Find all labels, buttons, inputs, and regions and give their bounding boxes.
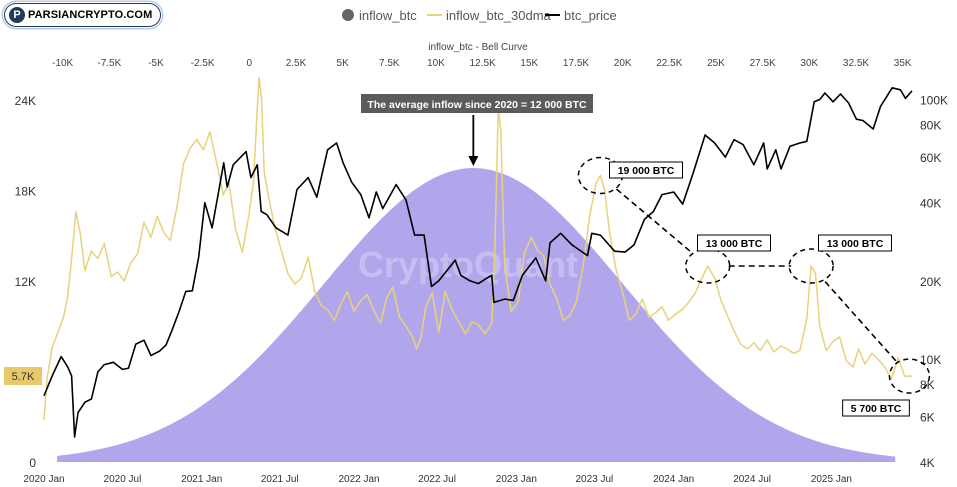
top-axis-tick-7: 7.5K xyxy=(379,58,400,69)
callouts: 19 000 BTC 13 000 BTC 13 000 BTC 5 700 BTC xyxy=(577,156,931,417)
top-axis-tick-11: 17.5K xyxy=(563,58,589,69)
right-axis-tick-7: 80K xyxy=(920,119,941,133)
top-axis-tick-3: -2.5K xyxy=(191,58,215,69)
legend-label-0: inflow_btc xyxy=(359,8,417,23)
callout-circle-3 xyxy=(888,358,931,394)
right-axis-tick-4: 20K xyxy=(920,275,941,289)
left-axis: 06K12K18K24K xyxy=(15,94,37,470)
bottom-axis: 2020 Jan 2020 Jul 2021 Jan 2021 Jul 2022 Jan… xyxy=(23,474,852,485)
callout-label-1: 13 000 BTC xyxy=(706,238,763,250)
current-value-badge xyxy=(4,367,42,386)
brand-badge: P PARSIANCRYPTO.COM xyxy=(4,3,162,27)
right-axis-tick-0: 4K xyxy=(920,456,935,470)
average-box-text: The average inflow since 2020 = 12 000 B… xyxy=(367,99,587,111)
bottom-axis-tick-1: 2020 Jul xyxy=(104,474,142,485)
average-box xyxy=(361,94,593,113)
bottom-axis-tick-8: 2024 Jan xyxy=(653,474,694,485)
top-axis-tick-12: 20K xyxy=(614,58,632,69)
callout-box-0 xyxy=(609,161,683,179)
callout-label-0: 19 000 BTC xyxy=(618,165,675,177)
bottom-axis-tick-0: 2020 Jan xyxy=(23,474,64,485)
legend-marker-0 xyxy=(342,9,354,21)
top-axis: inflow_btc - Bell Curve -10K -7.5K -5K -2.5K… xyxy=(52,42,912,69)
callout-label-2: 13 000 BTC xyxy=(827,238,884,250)
bottom-axis-tick-6: 2023 Jan xyxy=(496,474,537,485)
top-axis-tick-15: 27.5K xyxy=(750,58,776,69)
callout-box-1 xyxy=(697,234,771,252)
right-axis-tick-5: 40K xyxy=(920,197,941,211)
left-axis-tick-3: 18K xyxy=(15,185,36,199)
callout-box-3 xyxy=(842,399,910,417)
top-axis-tick-1: -7.5K xyxy=(97,58,121,69)
brand-badge-text: PARSIANCRYPTO.COM xyxy=(28,9,153,21)
top-axis-tick-6: 5K xyxy=(337,58,350,69)
bell-curve-area xyxy=(57,168,896,462)
callout-connector-0 xyxy=(615,188,693,254)
bottom-axis-tick-5: 2022 Jul xyxy=(418,474,456,485)
left-axis-tick-2: 12K xyxy=(15,275,36,289)
bottom-axis-tick-7: 2023 Jul xyxy=(575,474,613,485)
top-axis-tick-10: 15K xyxy=(520,58,538,69)
bottom-axis-tick-4: 2022 Jan xyxy=(338,474,379,485)
callout-connector-2 xyxy=(824,281,897,362)
top-axis-tick-16: 30K xyxy=(800,58,818,69)
bottom-axis-tick-3: 2021 Jul xyxy=(261,474,299,485)
legend-label-2: btc_price xyxy=(564,8,617,23)
top-axis-tick-14: 25K xyxy=(707,58,725,69)
top-axis-tick-9: 12.5K xyxy=(470,58,496,69)
top-axis-tick-5: 2.5K xyxy=(286,58,307,69)
top-axis-tick-8: 10K xyxy=(427,58,445,69)
bottom-axis-tick-10: 2025 Jan xyxy=(811,474,852,485)
left-axis-tick-4: 24K xyxy=(15,94,36,108)
legend: inflow_btc inflow_btc_30dma btc_price xyxy=(342,8,617,23)
series-line-inflow_btc_30dma xyxy=(43,76,912,420)
top-axis-tick-18: 35K xyxy=(894,58,912,69)
bottom-axis-tick-2: 2021 Jan xyxy=(181,474,222,485)
top-axis-tick-4: 0 xyxy=(247,58,253,69)
legend-label-1: inflow_btc_30dma xyxy=(446,8,552,23)
callout-circle-2 xyxy=(788,248,834,284)
current-value-text: 5.7K xyxy=(12,371,35,383)
top-axis-tick-0: -10K xyxy=(52,58,73,69)
series-line-btc_price xyxy=(43,87,913,438)
callout-label-3: 5 700 BTC xyxy=(851,403,902,415)
top-axis-tick-2: -5K xyxy=(148,58,164,69)
top-axis-tick-17: 32.5K xyxy=(843,58,869,69)
bottom-axis-tick-9: 2024 Jul xyxy=(733,474,771,485)
top-axis-tick-13: 22.5K xyxy=(656,58,682,69)
brand-logo-icon: P xyxy=(9,7,25,23)
top-axis-title: inflow_btc - Bell Curve xyxy=(428,42,528,53)
watermark: CryptoQuant xyxy=(358,244,578,285)
right-axis-tick-1: 6K xyxy=(920,410,935,424)
average-arrow-head xyxy=(468,156,479,166)
current-value-marker: 5.7K xyxy=(4,367,42,386)
callout-box-2 xyxy=(818,234,892,252)
right-axis-tick-3: 10K xyxy=(920,353,941,367)
left-axis-tick-0: 0 xyxy=(29,456,36,470)
average-annotation: The average inflow since 2020 = 12 000 B… xyxy=(361,94,593,166)
right-axis-tick-8: 100K xyxy=(920,94,948,108)
right-axis-tick-6: 60K xyxy=(920,151,941,165)
